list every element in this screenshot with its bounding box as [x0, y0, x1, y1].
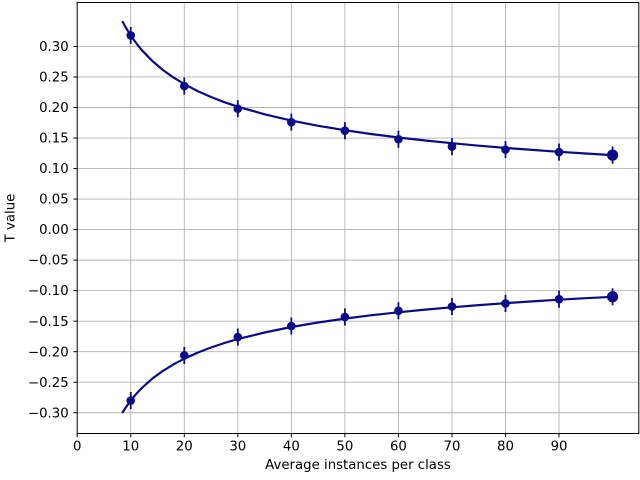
data-point-marker [394, 134, 403, 144]
y-tick-label: −0.10 [28, 284, 69, 299]
plot-border [76, 2, 640, 434]
axes-layer: 0 10 20 30 40 50 60 70 80 90 0.30 0.25 0.20 0.15 0.10 0… [28, 2, 640, 455]
data-point-marker [501, 145, 510, 154]
data-layer [121, 20, 619, 414]
fit-curve-lower-t-curve [121, 295, 614, 414]
data-point-marker [340, 126, 350, 136]
data-point-marker [287, 321, 296, 331]
data-point-marker [340, 312, 350, 322]
y-tick-label: −0.20 [28, 345, 69, 360]
y-tick-label: −0.15 [28, 315, 69, 330]
y-tick-label: 0.30 [39, 40, 69, 55]
data-point-marker [554, 147, 564, 157]
data-point-marker [606, 149, 619, 161]
x-axis-label: Average instances per class [265, 458, 451, 473]
y-tick-label: −0.05 [28, 254, 69, 269]
y-tick-label: 0.10 [39, 162, 69, 177]
data-point-marker [501, 299, 510, 308]
data-point-marker [179, 81, 189, 91]
x-tick-label: 50 [336, 440, 353, 455]
y-tick-label: 0.15 [39, 132, 69, 147]
data-point-marker [179, 351, 189, 360]
data-point-marker [287, 117, 296, 127]
data-point-marker [233, 104, 243, 114]
x-tick-label: 70 [443, 440, 460, 455]
grid-layer [77, 2, 639, 434]
data-point-marker [126, 396, 136, 405]
x-tick-label: 10 [122, 440, 139, 455]
y-tick-label: 0.05 [39, 193, 69, 208]
x-tick-label: 60 [390, 440, 407, 455]
y-axis-label: T value [4, 194, 19, 244]
data-point-marker [394, 306, 403, 316]
data-point-marker [606, 291, 619, 303]
data-point-marker [126, 31, 136, 40]
x-tick-label: 30 [229, 440, 246, 455]
data-point-marker [447, 302, 457, 311]
data-point-marker [233, 332, 243, 342]
y-tick-label: −0.25 [28, 376, 69, 391]
y-tick-label: 0.00 [39, 223, 69, 238]
data-point-marker [447, 142, 457, 151]
y-tick-label: 0.20 [39, 101, 69, 116]
fit-curve-upper-t-curve [121, 20, 614, 157]
x-tick-label: 0 [73, 440, 81, 455]
y-tick-label: −0.30 [28, 406, 69, 421]
y-tick-label: 0.25 [39, 71, 69, 86]
data-point-marker [554, 294, 564, 304]
x-tick-label: 90 [551, 440, 568, 455]
x-tick-label: 20 [176, 440, 193, 455]
x-tick-label: 40 [283, 440, 300, 455]
x-tick-label: 80 [497, 440, 514, 455]
